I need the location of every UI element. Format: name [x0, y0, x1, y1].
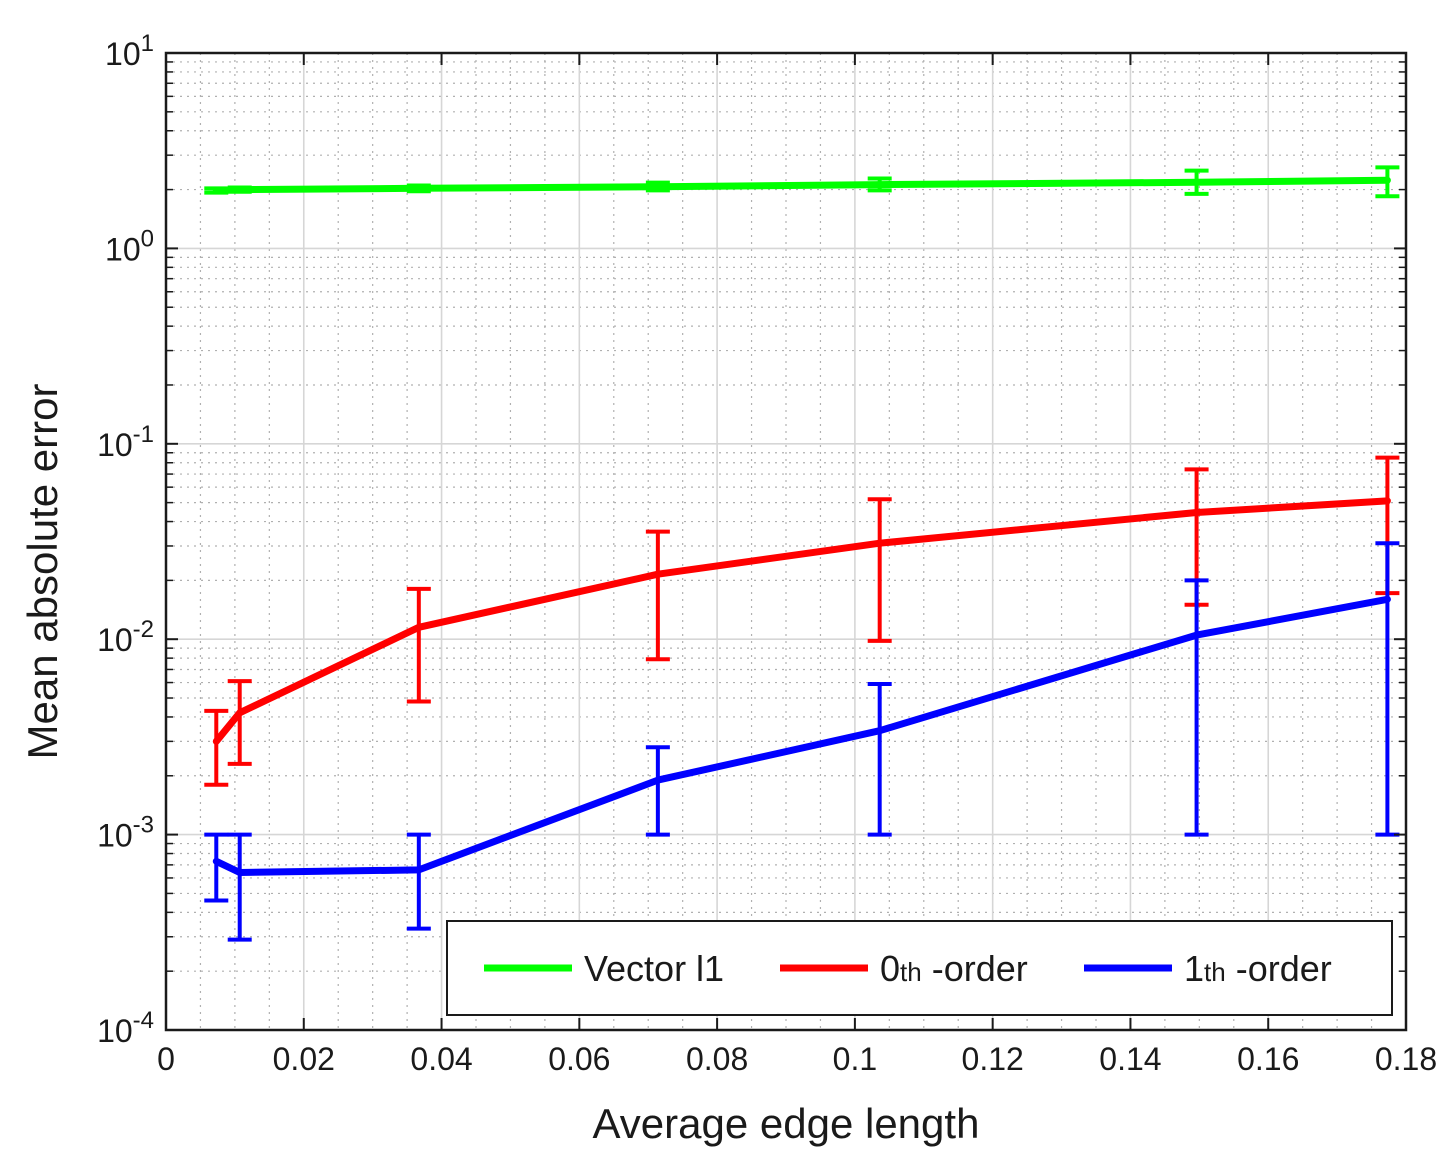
- x-tick-label: 0.16: [1237, 1041, 1299, 1077]
- series-0: [204, 165, 1400, 199]
- legend-label: 0th -order: [880, 948, 1028, 989]
- series-2: [204, 541, 1400, 942]
- y-tick-label: 10-2: [97, 616, 154, 658]
- y-tick-label: 10-1: [97, 421, 154, 463]
- y-tick-label: 101: [105, 30, 154, 72]
- x-tick-label: 0.02: [273, 1041, 335, 1077]
- series-1: [204, 455, 1400, 787]
- x-tick-label: 0.18: [1375, 1041, 1437, 1077]
- x-tick-label: 0.1: [833, 1041, 877, 1077]
- legend-label: 1th -order: [1184, 948, 1332, 989]
- x-tick-label: 0: [157, 1041, 175, 1077]
- y-tick-label: 100: [105, 225, 154, 267]
- series-line: [212, 497, 1391, 745]
- x-tick-label: 0.12: [962, 1041, 1024, 1077]
- x-tick-label: 0.14: [1099, 1041, 1161, 1077]
- series-line: [212, 176, 1391, 194]
- x-tick-label: 0.04: [410, 1041, 472, 1077]
- legend-box: [446, 920, 1393, 1016]
- legend-label: Vector l1: [584, 948, 724, 989]
- plot-series: [204, 165, 1400, 942]
- x-tick-label: 0.08: [686, 1041, 748, 1077]
- grid: [165, 52, 1407, 1031]
- plot-frame: [164, 51, 1408, 1032]
- axis-ticks: 0 0.02 0.04 0.06 0.08 0.1 0.12 0.14 0.16 0.18 10-4…: [97, 30, 1437, 1077]
- series-line: [212, 595, 1391, 876]
- x-axis-title: Average edge length: [593, 1100, 980, 1147]
- legend: Vector l1 0th -order 1th -order: [446, 920, 1393, 1016]
- y-axis-title: Mean absolute error: [19, 384, 66, 760]
- y-tick-label: 10-3: [97, 812, 154, 854]
- y-tick-label: 10-4: [97, 1007, 154, 1049]
- x-tick-label: 0.06: [548, 1041, 610, 1077]
